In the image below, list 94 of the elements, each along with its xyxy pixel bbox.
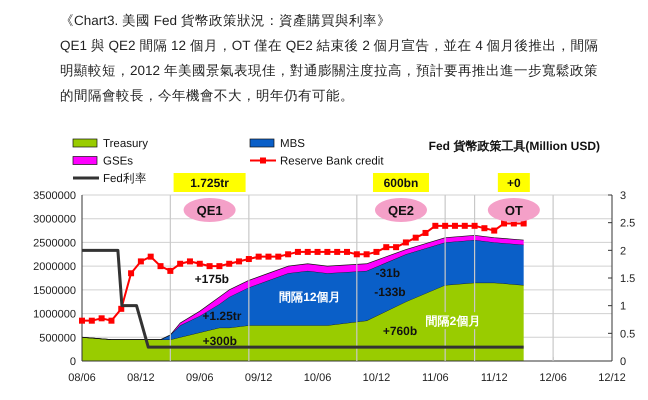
annotation: +1.25tr (202, 309, 242, 324)
point (442, 222, 448, 229)
point (422, 230, 429, 236)
point (158, 263, 164, 270)
y2-tick-label: 1.5 (620, 273, 636, 285)
point (285, 251, 292, 258)
point (452, 222, 458, 229)
annotation: +760b (382, 324, 418, 338)
x-tick-label: 10/06 (304, 372, 332, 384)
y-tick-label: 2500000 (33, 237, 76, 250)
x-tick-label: 08/06 (68, 372, 96, 384)
x-tick-label: 12/06 (539, 372, 567, 384)
point (304, 248, 311, 255)
point (98, 315, 105, 322)
y2-tick-label: 2.5 (620, 218, 636, 230)
y-tick-label: 0 (70, 356, 76, 368)
point (462, 222, 468, 229)
x-tick-label: 08/12 (127, 372, 155, 384)
x-tick-label: 10/12 (362, 372, 390, 384)
point (128, 270, 134, 276)
point (108, 318, 114, 324)
y-tick-label: 3500000 (33, 190, 76, 202)
y-tick-label: 3000000 (33, 214, 76, 226)
point (383, 244, 390, 250)
point (138, 258, 144, 264)
point (373, 248, 380, 255)
y-tick-label: 1500000 (33, 284, 76, 297)
x-tick-label: 12/12 (598, 372, 626, 384)
annotation: +175b (194, 272, 230, 286)
point (354, 251, 360, 258)
point (256, 254, 262, 260)
point (167, 268, 174, 274)
point (314, 248, 321, 255)
note-box: 1.725tr (174, 173, 246, 192)
x-tick-label: 09/06 (186, 372, 214, 384)
annotation: 間隔2個月 (426, 314, 480, 328)
annotation: -133b (374, 284, 406, 299)
y2-tick-label: 2 (620, 245, 626, 258)
chart-title: 《Chart3. 美國 Fed 貨幣政策狀況：資產購買與利率》 (60, 12, 392, 30)
legend-label: Treasury (103, 138, 148, 150)
point (148, 254, 154, 260)
annotation: QE1 (196, 203, 223, 218)
point (206, 263, 213, 270)
point (88, 318, 95, 324)
note-box: +0 (498, 173, 530, 192)
y2-tick-label: 1 (620, 300, 626, 313)
point (177, 260, 184, 267)
point (393, 244, 400, 250)
legend-label: MBS (280, 138, 306, 150)
point (294, 248, 301, 255)
point (226, 260, 232, 267)
y2-tick-label: 3 (620, 190, 626, 202)
point (432, 222, 438, 229)
y2-tick-label: 0 (620, 356, 626, 368)
point (334, 248, 340, 255)
note-ellipse: QE1 (184, 198, 236, 222)
point (216, 263, 222, 270)
note-ellipse: QE2 (374, 198, 427, 222)
y-tick-label: 2000000 (33, 261, 76, 274)
text: Fed 貨幣政策工具(Million USD) (428, 139, 600, 153)
legend-label: GSEs (103, 156, 134, 168)
legend-label: Reserve Bank credit (280, 156, 384, 168)
point (265, 254, 272, 260)
point (412, 234, 419, 241)
point (186, 258, 193, 264)
note-box: 600bn (372, 173, 429, 192)
point (344, 248, 350, 255)
legend-label: Fed利率 (103, 171, 147, 185)
x-tick-label: 11/06 (422, 372, 449, 384)
x-tick-label: 09/12 (244, 372, 272, 384)
annotation: OT (504, 203, 523, 218)
point (402, 239, 409, 246)
point (472, 222, 478, 229)
point (324, 248, 330, 255)
note-ellipse: OT (488, 198, 540, 222)
point (501, 220, 508, 226)
point (236, 258, 242, 264)
point (491, 228, 498, 234)
x-tick-label: 11/12 (480, 372, 508, 384)
annotation: 間隔12個月 (279, 290, 341, 304)
point (520, 220, 527, 226)
point (275, 254, 282, 260)
point (79, 318, 85, 324)
y2-tick-label: 0.5 (620, 328, 636, 340)
chart-subtitle: QE1 與 QE2 間隔 12 個月，OT 僅在 QE2 結束後 2 個月宣告，並在 4 個月後推出，間隔明顯較短，2012 年美國景氣表現佳，對通膨關注度拉高，預計要再推出進一步寬鬆政策的間隔會較長，今年機會不大，明年仍有可能。 (60, 37, 600, 105)
point (196, 260, 203, 267)
point (246, 256, 252, 262)
point (481, 225, 488, 232)
point (364, 251, 370, 258)
y-tick-label: 500000 (39, 332, 76, 344)
y-tick-label: 1000000 (33, 308, 76, 321)
annotation: QE2 (388, 203, 414, 218)
annotation: -31b (375, 266, 400, 280)
annotation: +300b (202, 334, 237, 348)
